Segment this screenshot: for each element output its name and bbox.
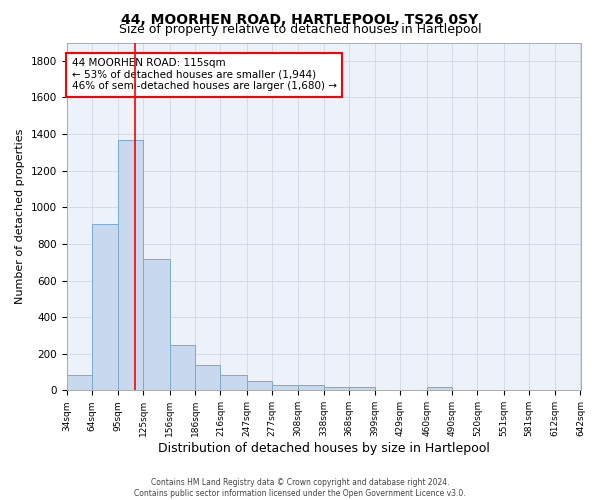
Bar	[143, 260, 170, 390]
Bar	[272, 385, 298, 390]
Bar	[247, 381, 272, 390]
Bar	[195, 364, 220, 390]
Text: Contains HM Land Registry data © Crown copyright and database right 2024.
Contai: Contains HM Land Registry data © Crown c…	[134, 478, 466, 498]
Text: 44 MOORHEN ROAD: 115sqm
← 53% of detached houses are smaller (1,944)
46% of semi: 44 MOORHEN ROAD: 115sqm ← 53% of detache…	[71, 58, 337, 92]
Bar	[323, 387, 349, 390]
Y-axis label: Number of detached properties: Number of detached properties	[15, 128, 25, 304]
Bar	[349, 387, 375, 390]
Bar	[427, 386, 452, 390]
Text: Size of property relative to detached houses in Hartlepool: Size of property relative to detached ho…	[119, 22, 481, 36]
Bar	[118, 140, 143, 390]
Bar	[67, 375, 92, 390]
Bar	[220, 375, 247, 390]
Bar	[92, 224, 118, 390]
X-axis label: Distribution of detached houses by size in Hartlepool: Distribution of detached houses by size …	[158, 442, 490, 455]
Bar	[298, 385, 323, 390]
Bar	[170, 344, 195, 391]
Text: 44, MOORHEN ROAD, HARTLEPOOL, TS26 0SY: 44, MOORHEN ROAD, HARTLEPOOL, TS26 0SY	[121, 12, 479, 26]
